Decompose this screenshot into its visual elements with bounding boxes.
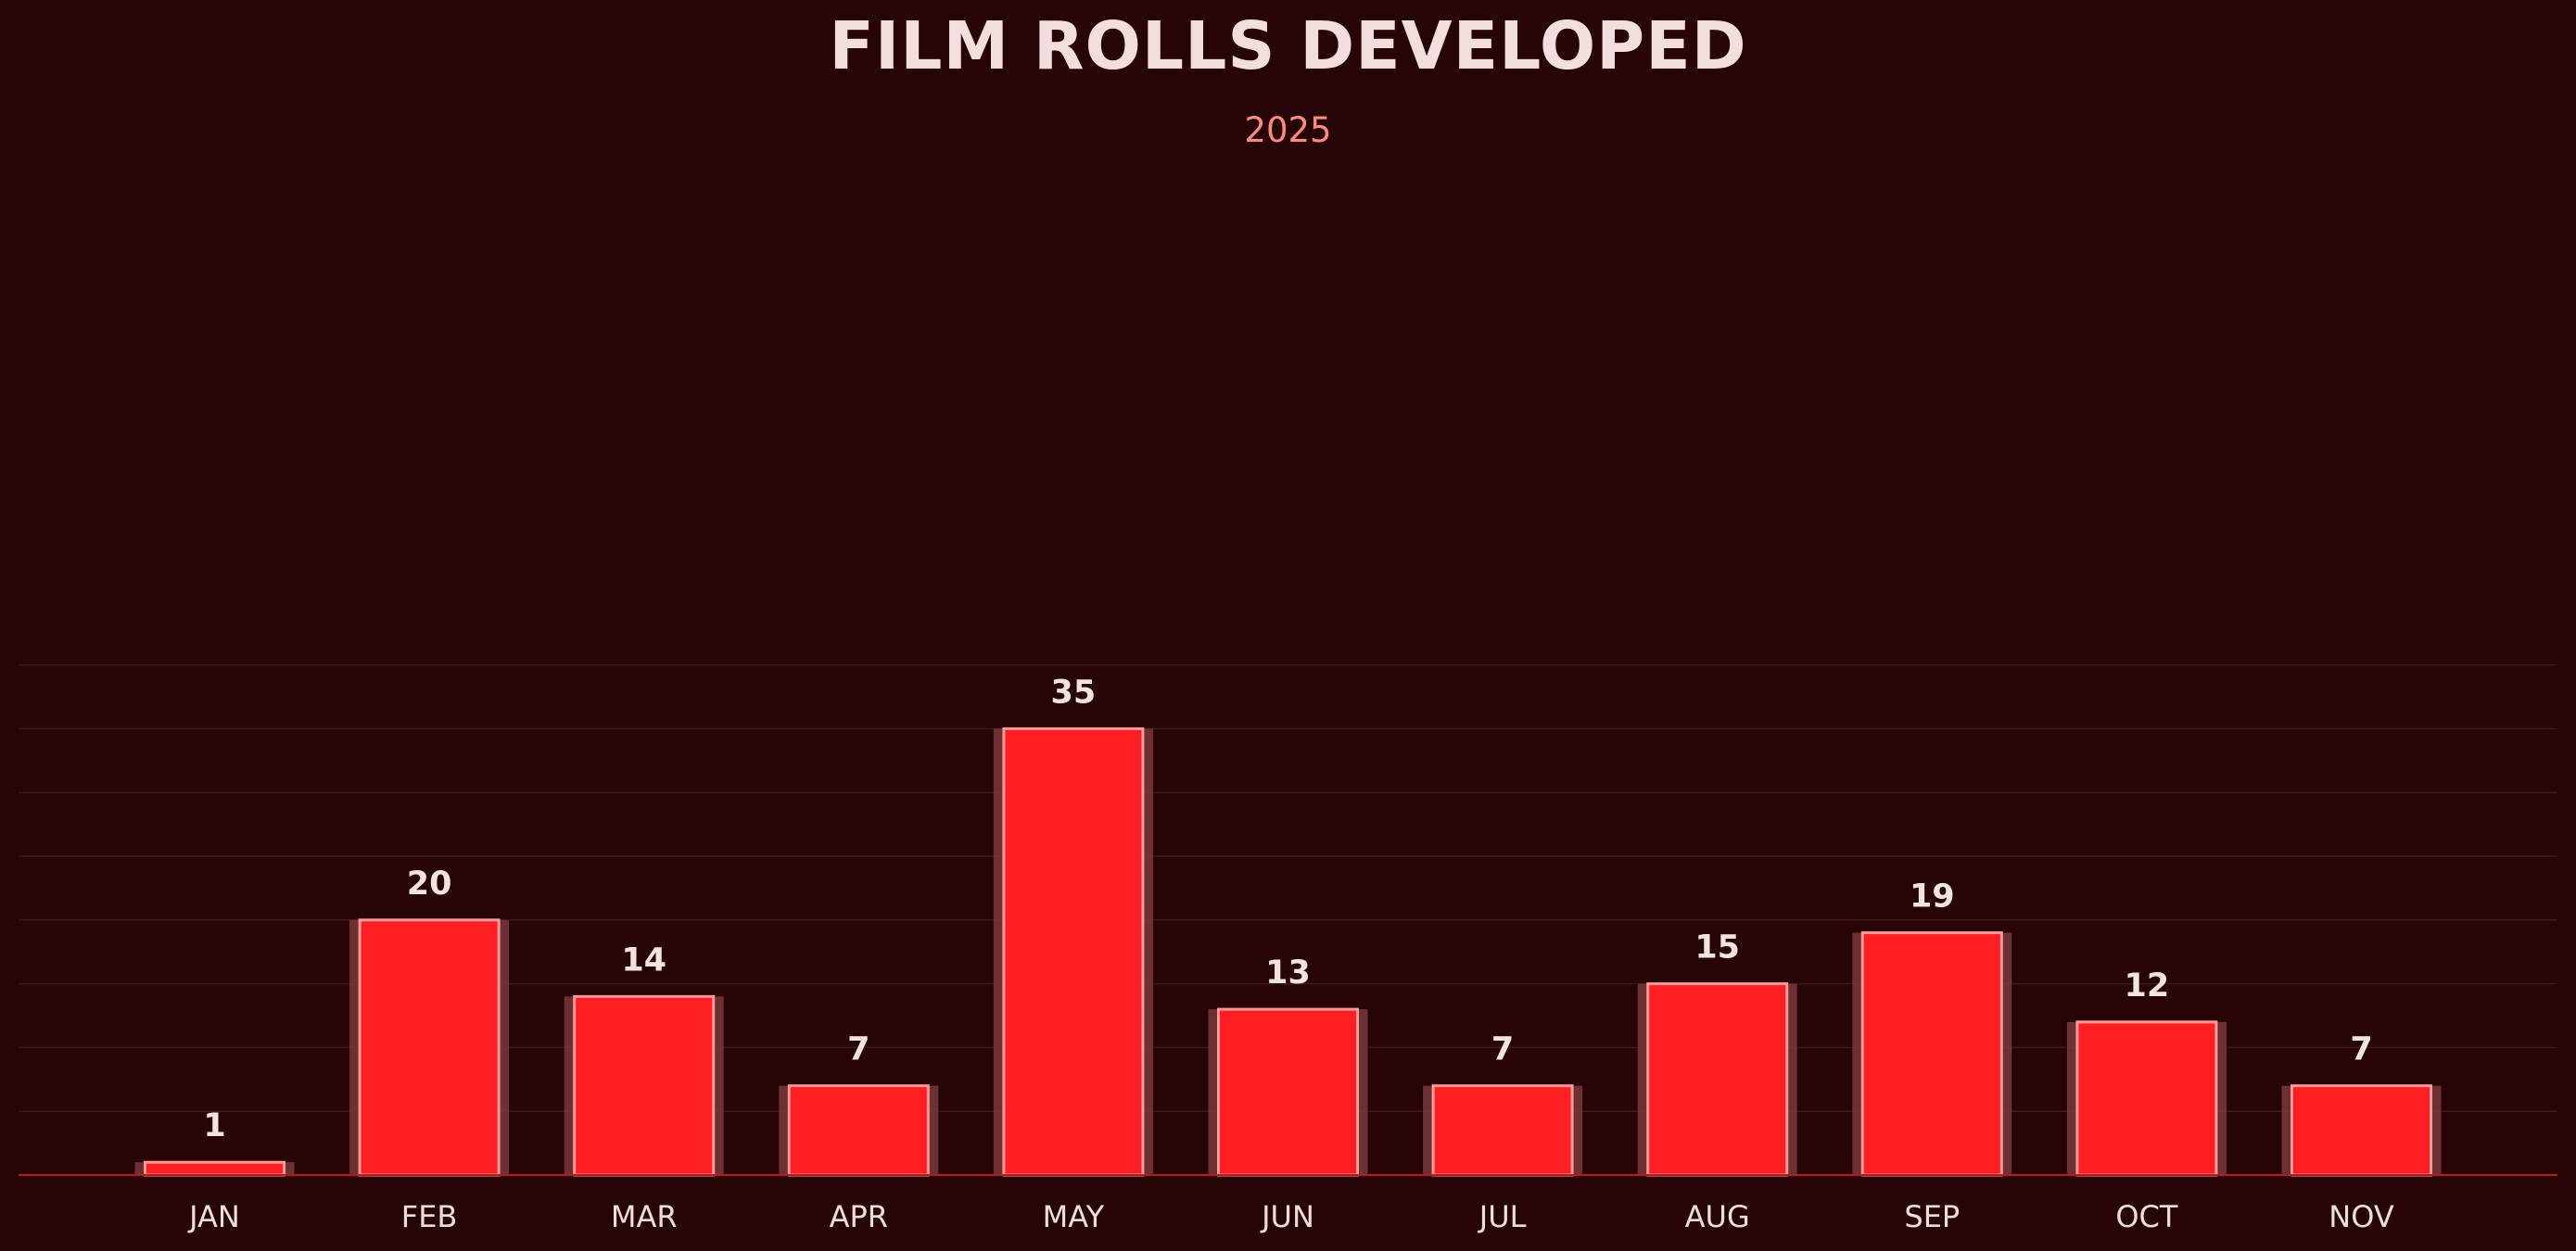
value-label: 15 [1694,929,1740,967]
bar-oct [2075,1020,2218,1177]
value-label: 35 [1051,674,1097,711]
value-label: 7 [1491,1031,1514,1068]
chart-title: FILM ROLLS DEVELOPED [829,7,1746,84]
value-label: 19 [1910,878,1955,916]
value-label: 12 [2125,967,2170,1005]
x-tick-label: MAY [1043,1199,1105,1234]
x-tick-label: MAR [611,1199,678,1234]
bar-sep [1860,931,2003,1177]
x-tick-label: NOV [2329,1199,2394,1234]
chart-subtitle: 2025 [1244,110,1331,150]
x-tick-label: JUL [1478,1199,1527,1234]
value-label: 13 [1265,954,1311,992]
value-label: 20 [407,866,452,903]
x-tick-label: JUN [1260,1199,1314,1234]
bar-may [1002,727,1145,1177]
value-label: 7 [2350,1031,2372,1068]
bar-apr [787,1084,930,1177]
labels: 1 JAN 20 FEB 14 MAR 7 APR 35 MAY 13 JUN 7 JUL 15 AUG 19 S… [187,674,2394,1234]
bar-feb [358,918,501,1177]
x-tick-label: JAN [187,1199,240,1234]
value-label: 14 [621,941,666,979]
bar-jan [144,1160,286,1177]
x-tick-label: AUG [1685,1199,1750,1234]
bar-jun [1217,1007,1359,1177]
x-tick-label: OCT [2115,1199,2178,1234]
x-tick-label: SEP [1904,1199,1960,1234]
value-label: 7 [847,1031,869,1068]
value-label: 1 [203,1107,225,1144]
bar-jul [1431,1084,1574,1177]
x-tick-label: FEB [401,1199,458,1234]
bar-mar [573,994,716,1177]
bar-aug [1646,982,1789,1177]
bar-nov [2290,1084,2432,1177]
x-tick-label: APR [830,1199,888,1234]
